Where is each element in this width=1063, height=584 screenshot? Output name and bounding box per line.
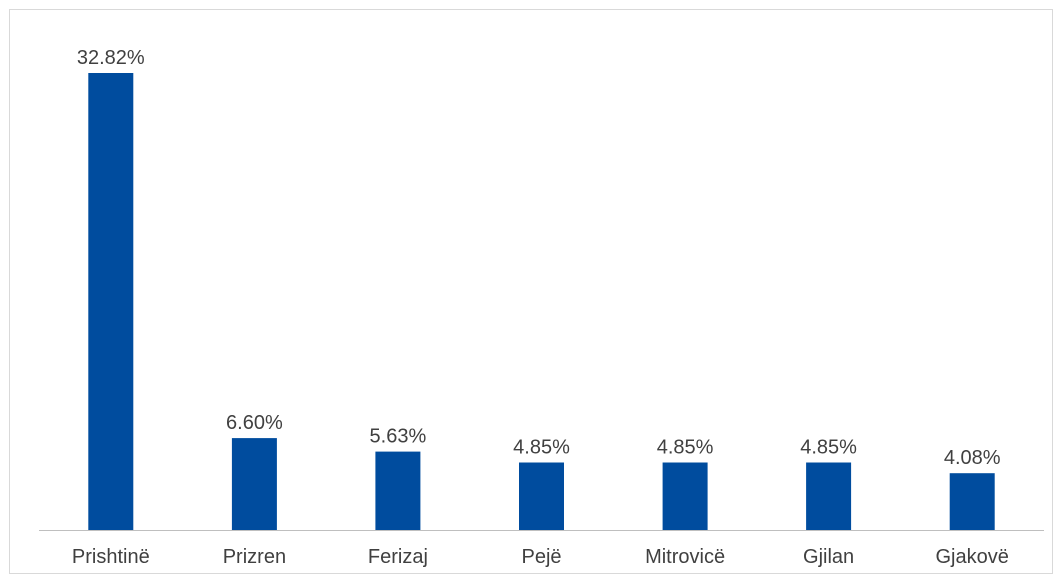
bar-1 [88,73,134,530]
x-tick-label-1: Prishtinë [72,546,150,568]
x-tick-label-2: Prizren [223,546,286,568]
bar-5 [662,462,708,530]
data-label-6: 4.85% [800,437,857,459]
bar-7 [949,473,995,530]
bar-4 [519,462,564,530]
data-label-1: 32.82% [77,47,145,69]
chart-frame: 32.82% Prishtinë 6.60% Prizren 5.63% Ferizaj 4… [9,9,1053,574]
x-tick-label-5: Mitrovicë [645,546,725,568]
data-label-5: 4.85% [657,437,714,459]
x-tick-label-4: Pejë [521,546,561,568]
x-tick-label-3: Ferizaj [368,546,428,568]
data-label-3: 5.63% [370,426,427,448]
data-label-7: 4.08% [944,447,1001,469]
bar-6 [806,462,852,530]
data-label-4: 4.85% [513,437,570,459]
x-tick-label-7: Gjakovë [936,546,1009,568]
bar-2 [231,438,277,530]
bar-3 [375,451,421,530]
x-tick-label-6: Gjilan [803,546,854,568]
data-label-2: 6.60% [226,412,283,434]
